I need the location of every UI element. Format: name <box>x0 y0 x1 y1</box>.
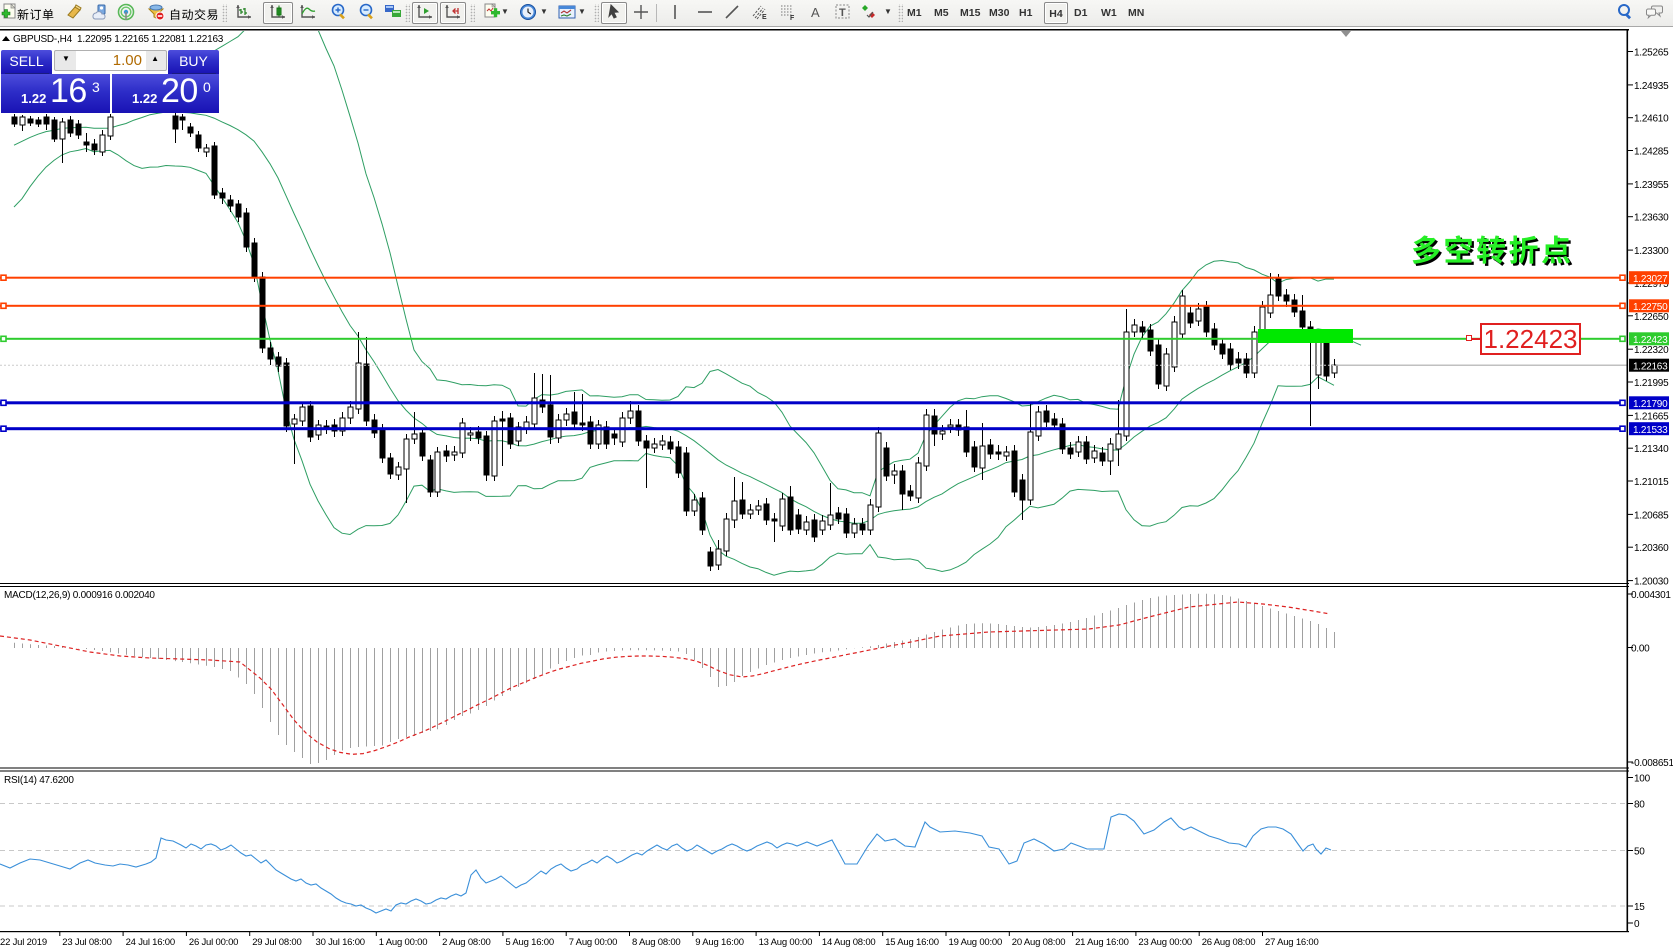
svg-text:1.22163: 1.22163 <box>1633 361 1668 372</box>
svg-text:1.21015: 1.21015 <box>1634 477 1669 488</box>
svg-text:23 Jul 08:00: 23 Jul 08:00 <box>62 937 111 948</box>
svg-text:-0.008651: -0.008651 <box>1631 758 1673 769</box>
svg-text:1.25265: 1.25265 <box>1634 48 1669 59</box>
svg-text:1.22750: 1.22750 <box>1633 302 1668 313</box>
svg-text:15: 15 <box>1634 902 1645 913</box>
svg-text:1.21995: 1.21995 <box>1634 378 1669 389</box>
svg-text:0.004301: 0.004301 <box>1631 590 1671 601</box>
svg-text:T: T <box>839 7 846 19</box>
svg-text:1.20685: 1.20685 <box>1634 510 1669 521</box>
svg-text:100: 100 <box>1634 774 1651 785</box>
svg-text:1.22975: 1.22975 <box>1634 279 1669 290</box>
svg-text:F: F <box>790 15 795 21</box>
svg-text:GBPUSD-,H4 1.22095 1.22165 1.: GBPUSD-,H4 1.22095 1.22165 1.22081 1.221… <box>13 34 224 45</box>
svg-text:1.20030: 1.20030 <box>1634 577 1669 588</box>
svg-text:1.23630: 1.23630 <box>1634 213 1669 224</box>
svg-text:26 Jul 00:00: 26 Jul 00:00 <box>189 937 238 948</box>
svg-text:1.20360: 1.20360 <box>1634 543 1669 554</box>
svg-text:15 Aug 16:00: 15 Aug 16:00 <box>885 937 939 948</box>
svg-text:1.21790: 1.21790 <box>1633 399 1668 410</box>
svg-text:7 Aug 00:00: 7 Aug 00:00 <box>569 937 618 948</box>
svg-text:23 Aug 00:00: 23 Aug 00:00 <box>1138 937 1192 948</box>
svg-text:1.23027: 1.23027 <box>1633 274 1668 285</box>
svg-text:80: 80 <box>1634 800 1645 811</box>
svg-text:1.22423: 1.22423 <box>1633 335 1668 346</box>
svg-text:1.21665: 1.21665 <box>1634 411 1669 422</box>
svg-text:26 Aug 08:00: 26 Aug 08:00 <box>1202 937 1256 948</box>
svg-text:50: 50 <box>1634 847 1645 858</box>
svg-text:29 Jul 08:00: 29 Jul 08:00 <box>252 937 301 948</box>
svg-text:8 Aug 08:00: 8 Aug 08:00 <box>632 937 681 948</box>
svg-text:MACD(12,26,9) 0.000916 0.00204: MACD(12,26,9) 0.000916 0.002040 <box>4 590 155 601</box>
svg-text:24 Jul 16:00: 24 Jul 16:00 <box>126 937 175 948</box>
svg-text:22 Jul 2019: 22 Jul 2019 <box>0 937 47 948</box>
svg-text:27 Aug 16:00: 27 Aug 16:00 <box>1265 937 1319 948</box>
svg-text:1 Aug 00:00: 1 Aug 00:00 <box>379 937 428 948</box>
svg-text:1.21340: 1.21340 <box>1634 444 1669 455</box>
svg-text:1.24610: 1.24610 <box>1634 114 1669 125</box>
svg-text:21 Aug 16:00: 21 Aug 16:00 <box>1075 937 1129 948</box>
svg-text:5 Aug 16:00: 5 Aug 16:00 <box>505 937 554 948</box>
svg-text:9 Aug 16:00: 9 Aug 16:00 <box>695 937 744 948</box>
svg-text:1.22320: 1.22320 <box>1634 345 1669 356</box>
svg-text:E: E <box>762 14 767 21</box>
svg-text:13 Aug 00:00: 13 Aug 00:00 <box>759 937 813 948</box>
svg-text:19 Aug 00:00: 19 Aug 00:00 <box>949 937 1003 948</box>
svg-text:2 Aug 08:00: 2 Aug 08:00 <box>442 937 491 948</box>
svg-text:1.23955: 1.23955 <box>1634 180 1669 191</box>
svg-text:1.24285: 1.24285 <box>1634 147 1669 158</box>
svg-text:20 Aug 08:00: 20 Aug 08:00 <box>1012 937 1066 948</box>
svg-text:A: A <box>811 5 820 20</box>
svg-text:1.22650: 1.22650 <box>1634 312 1669 323</box>
svg-text:14 Aug 08:00: 14 Aug 08:00 <box>822 937 876 948</box>
svg-text:1.24935: 1.24935 <box>1634 81 1669 92</box>
svg-text:0: 0 <box>1634 919 1640 930</box>
svg-text:0.00: 0.00 <box>1631 644 1650 655</box>
svg-text:1.21533: 1.21533 <box>1633 425 1668 436</box>
svg-text:30 Jul 16:00: 30 Jul 16:00 <box>316 937 365 948</box>
svg-text:RSI(14) 47.6200: RSI(14) 47.6200 <box>4 775 74 786</box>
svg-text:1.23300: 1.23300 <box>1634 246 1669 257</box>
